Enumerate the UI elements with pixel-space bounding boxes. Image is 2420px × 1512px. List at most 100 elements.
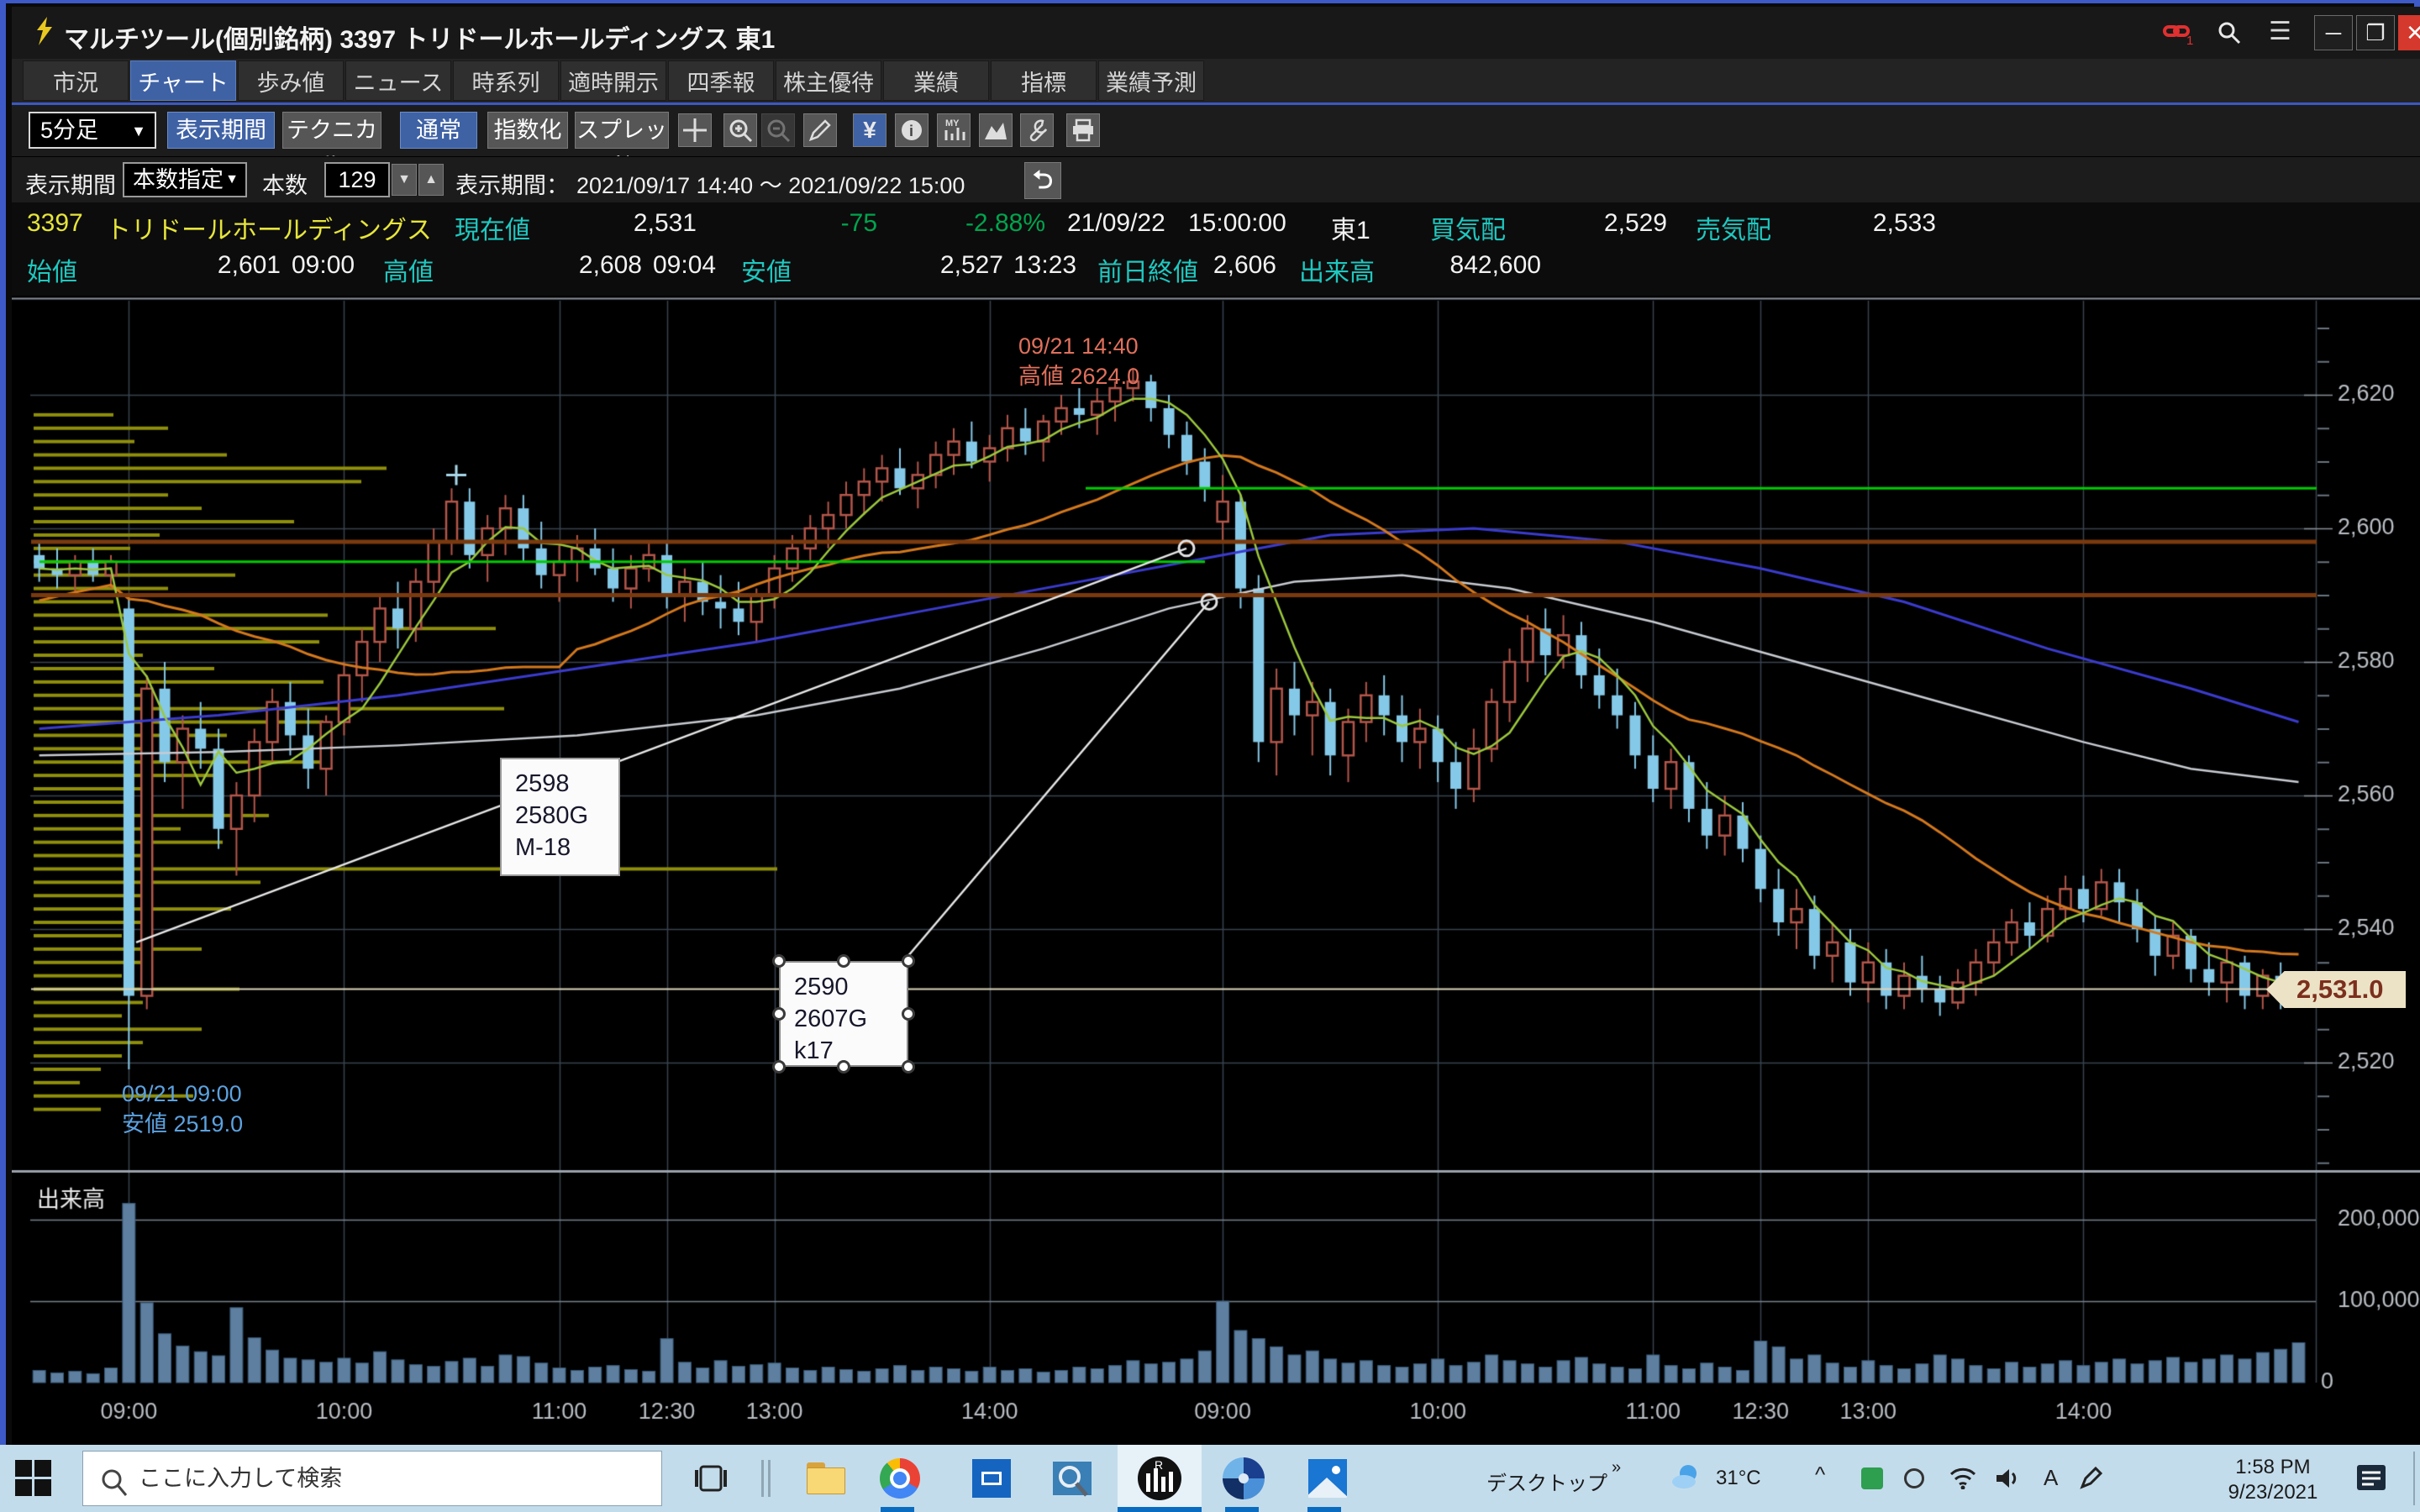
window-title: マルチツール(個別銘柄) 3397 トリドールホールディングス 東1 [64,26,776,54]
chrome-icon[interactable] [876,1455,923,1502]
weather-icon[interactable] [1668,1458,1705,1495]
tray-expand-caret[interactable]: ^ [1815,1462,1826,1487]
toolbar-button[interactable]: 通常 [400,112,477,149]
selection-handle[interactable] [902,1060,915,1074]
note-box-m18[interactable]: 2598 2580G M-18 [500,758,620,876]
sync-app-icon[interactable] [1220,1455,1267,1502]
wifi-icon[interactable] [1948,1465,1978,1492]
selection-handle[interactable] [772,1007,786,1021]
note-box-k17[interactable]: 2590 2607G k17 [772,954,915,1074]
prev-close-label: 前日終値 [1097,259,1198,286]
interval-dropdown[interactable]: 5分足 ▼ [29,112,156,149]
action-center-icon[interactable] [2353,1462,2390,1495]
clock-time: 1:58 PM [2235,1456,2311,1478]
toolbar: 5分足 ▼ 表示期間テクニカル通常指数化スプレッド ¥ i MY [12,105,2420,178]
remote-search-app-icon[interactable] [1049,1455,1096,1502]
minimize-button[interactable]: ─ [2314,15,2353,50]
tab-6[interactable]: 四季報 [668,60,774,101]
sync-tray-icon[interactable] [1901,1465,1928,1492]
yen-icon[interactable]: ¥ [853,113,886,147]
green-tray-icon[interactable] [1859,1465,1886,1492]
menu-icon[interactable]: ☰ [2269,18,2291,45]
blue-media-app-icon[interactable] [968,1455,1015,1502]
printer-icon[interactable] [1066,113,1100,147]
running-indicator [1307,1507,1341,1512]
reset-range-button[interactable]: ⮌ [1024,162,1061,199]
tab-3[interactable]: ニュース [345,60,451,101]
tab-7[interactable]: 株主優待 [776,60,881,101]
period-label: 表示期間 [25,173,116,198]
low-annotation-value: 安値 2519.0 [122,1111,244,1137]
tab-underline [12,102,2420,105]
photos-app-icon[interactable] [1304,1455,1351,1502]
taskbar-search-input[interactable]: ここに入力して検索 [82,1451,662,1506]
high-annotation-value: 高値 2624.0 [1018,364,1140,389]
volume-value: 842,600 [1449,251,1541,279]
temperature-label[interactable]: 31°C [1716,1467,1761,1489]
toolbar-button[interactable]: 表示期間 [167,112,275,149]
count-up-spinner[interactable]: ▲ [418,164,444,196]
task-view-icon[interactable] [687,1455,734,1502]
selection-handle[interactable] [772,954,786,968]
tab-5[interactable]: 適時開示 [560,60,666,101]
zoom-out-icon[interactable] [761,113,795,147]
toolbar-button[interactable]: テクニカル [282,112,381,178]
range-label: 表示期間： [455,173,569,198]
pen-icon[interactable] [2077,1465,2104,1492]
toolbar-button[interactable]: スプレッド [575,112,669,178]
selection-handle[interactable] [902,1007,915,1021]
volume-icon[interactable] [1993,1465,2023,1492]
bid-label: 買気配 [1430,217,1506,244]
count-input[interactable]: 129 [324,162,390,197]
tab-1[interactable]: チャート [130,60,236,101]
desktop-toolbar-label[interactable]: デスクトップ [1486,1473,1607,1495]
crosshair-icon[interactable] [678,113,712,147]
toolbar-button[interactable]: 指数化 [487,112,568,149]
market-section: 東1 [1331,217,1370,244]
pencil-icon[interactable] [803,113,837,147]
selection-handle[interactable] [772,1060,786,1074]
open-time: 09:00 [292,251,355,279]
low-price: 2,527 [939,251,1003,279]
ask-label: 売気配 [1696,217,1771,244]
tab-0[interactable]: 市況 [23,60,129,101]
close-button[interactable]: ✕ [2398,15,2420,50]
tab-8[interactable]: 業績 [883,60,989,101]
selection-handle[interactable] [837,1060,850,1074]
selection-handle[interactable] [837,954,850,968]
running-indicator [1225,1507,1259,1512]
zoom-in-icon[interactable] [723,113,757,147]
ime-mode-icon[interactable]: A [2044,1465,2059,1490]
tab-9[interactable]: 指標 [991,60,1097,101]
app-logo-icon [32,17,57,52]
search-icon[interactable] [2217,20,2242,52]
period-bar: 表示期間 本数指定 ▼ 本数 129 ▼ ▲ 表示期間： 2021/09/17 … [12,156,2420,202]
area-chart-icon[interactable] [979,113,1013,147]
info-icon[interactable]: i [895,113,929,147]
note-line: k17 [794,1037,834,1064]
file-explorer-icon[interactable] [802,1455,850,1502]
wrench-icon[interactable] [1020,113,1054,147]
taskbar-separator [761,1460,764,1497]
link-icon[interactable]: 1 [2163,20,2193,52]
running-indicator [1118,1507,1202,1512]
high-price: 2,608 [578,251,642,279]
trading-app-icon[interactable]: R [1136,1455,1183,1502]
ask-price: 2,533 [1872,209,1936,237]
open-label: 始値 [27,259,77,286]
count-mode-dropdown[interactable]: 本数指定 ▼ [123,162,247,197]
taskbar-clock[interactable]: 1:58 PM 9/23/2021 [2218,1455,2328,1505]
count-down-spinner[interactable]: ▼ [392,164,417,196]
price-chart[interactable] [12,296,2420,1448]
tab-2[interactable]: 歩み値 [238,60,344,101]
quote-date: 21/09/22 [1067,209,1165,237]
tab-4[interactable]: 時系列 [453,60,559,101]
tab-10[interactable]: 業績予測 [1098,60,1204,101]
restore-button[interactable]: ❐ [2356,15,2395,50]
selection-handle[interactable] [902,954,915,968]
my-chart-icon[interactable]: MY [937,113,971,147]
show-desktop-button[interactable] [2413,1452,2415,1505]
chevrons[interactable]: » [1612,1458,1622,1477]
start-button[interactable] [15,1460,52,1497]
